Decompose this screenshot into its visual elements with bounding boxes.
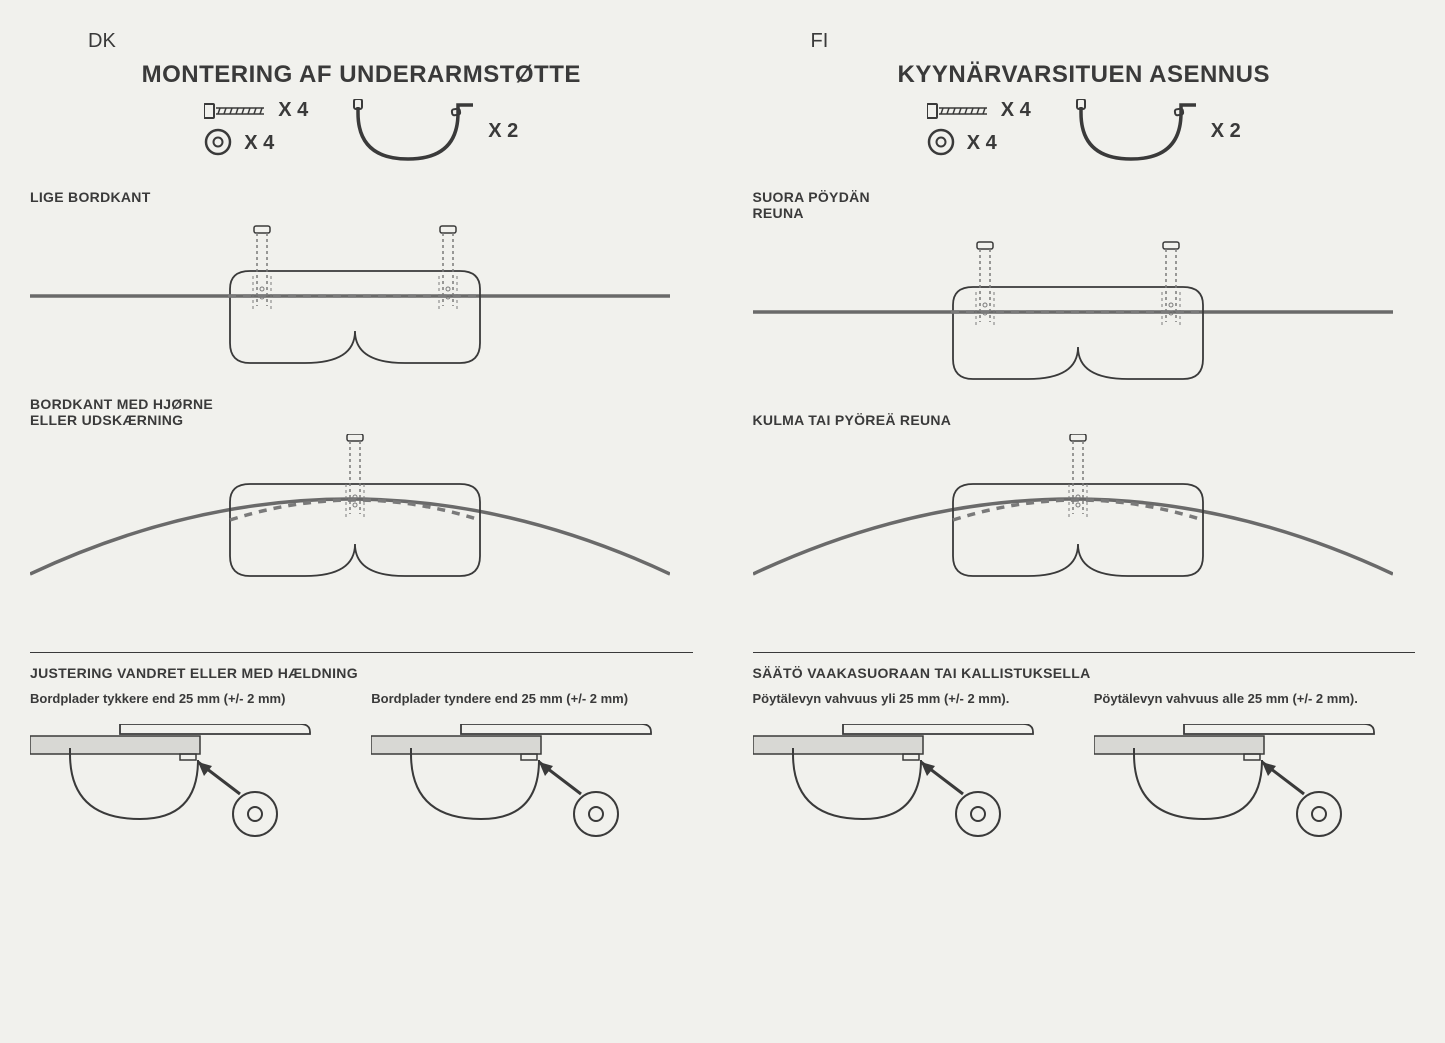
adjust-title: JUSTERING VANDRET ELLER MED HÆLDNING: [30, 665, 693, 681]
parts-list: X 4 X 4 X 2: [30, 99, 693, 164]
adjust-row: Pöytälevyn vahvuus yli 25 mm (+/- 2 mm).…: [753, 691, 1416, 844]
corner-edge-diagram: KULMA TAI PYÖREÄ REUNA: [753, 412, 1416, 634]
thick-under-label: Pöytälevyn vahvuus alle 25 mm (+/- 2 mm)…: [1094, 691, 1415, 706]
clamp-thick-diagram: [30, 724, 330, 844]
uclip-qty: X 2: [488, 120, 518, 143]
uclip-icon: [348, 99, 478, 164]
screw-icon: [927, 100, 991, 122]
screw-icon: [204, 100, 268, 122]
straight-edge-diagram: LIGE BORDKANT: [30, 189, 693, 396]
thick-under-label: Bordplader tyndere end 25 mm (+/- 2 mm): [371, 691, 692, 706]
uclip-qty: X 2: [1211, 120, 1241, 143]
parts-list: X 4 X 4 X 2: [753, 99, 1416, 164]
uclip-icon: [1071, 99, 1201, 164]
clamp-thin-diagram: [371, 724, 671, 844]
clamp-thin-diagram: [1094, 724, 1394, 844]
washer-icon: [927, 128, 957, 158]
clamp-thick-diagram: [753, 724, 1053, 844]
washer-qty: X 4: [967, 132, 997, 155]
screw-qty: X 4: [1001, 99, 1031, 122]
corner-edge-label: KULMA TAI PYÖREÄ REUNA: [753, 412, 1416, 428]
thick-over-label: Bordplader tykkere end 25 mm (+/- 2 mm): [30, 691, 351, 706]
corner-edge-diagram: BORDKANT MED HJØRNE ELLER UDSKÆRNING: [30, 396, 693, 634]
adjust-title: SÄÄTÖ VAAKASUORAAN TAI KALLISTUKSELLA: [753, 665, 1416, 681]
washer-qty: X 4: [244, 132, 274, 155]
lang-code: DK: [88, 30, 693, 53]
adjust-row: Bordplader tykkere end 25 mm (+/- 2 mm) …: [30, 691, 693, 844]
page-title: KYYNÄRVARSITUEN ASENNUS: [753, 61, 1416, 89]
straight-edge-label: SUORA PÖYDÄN REUNA: [753, 189, 913, 221]
washer-icon: [204, 128, 234, 158]
page-title: MONTERING AF UNDERARMSTØTTE: [30, 61, 693, 89]
lang-code: FI: [811, 30, 1416, 53]
corner-edge-label: BORDKANT MED HJØRNE ELLER UDSKÆRNING: [30, 396, 260, 428]
straight-edge-label: LIGE BORDKANT: [30, 189, 693, 205]
screw-qty: X 4: [278, 99, 308, 122]
thick-over-label: Pöytälevyn vahvuus yli 25 mm (+/- 2 mm).: [753, 691, 1074, 706]
page-fi: FI KYYNÄRVARSITUEN ASENNUS X 4 X 4 X 2 S…: [723, 0, 1445, 1043]
page-dk: DK MONTERING AF UNDERARMSTØTTE X 4 X 4 X…: [0, 0, 723, 1043]
straight-edge-diagram: SUORA PÖYDÄN REUNA: [753, 189, 1416, 412]
